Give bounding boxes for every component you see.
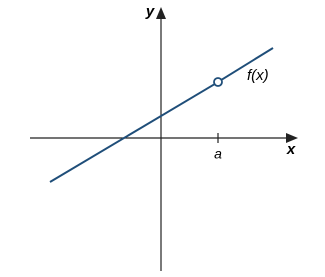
- x-axis-arrow: [286, 133, 298, 143]
- x-label: x: [286, 141, 296, 158]
- function-line: [220, 47, 274, 81]
- open-point: [213, 77, 223, 87]
- y-axis-arrow: [156, 7, 166, 19]
- y-label: y: [145, 3, 155, 20]
- point-label: a: [214, 146, 222, 162]
- function-line: [49, 83, 216, 183]
- curve-label: f(x): [247, 67, 269, 84]
